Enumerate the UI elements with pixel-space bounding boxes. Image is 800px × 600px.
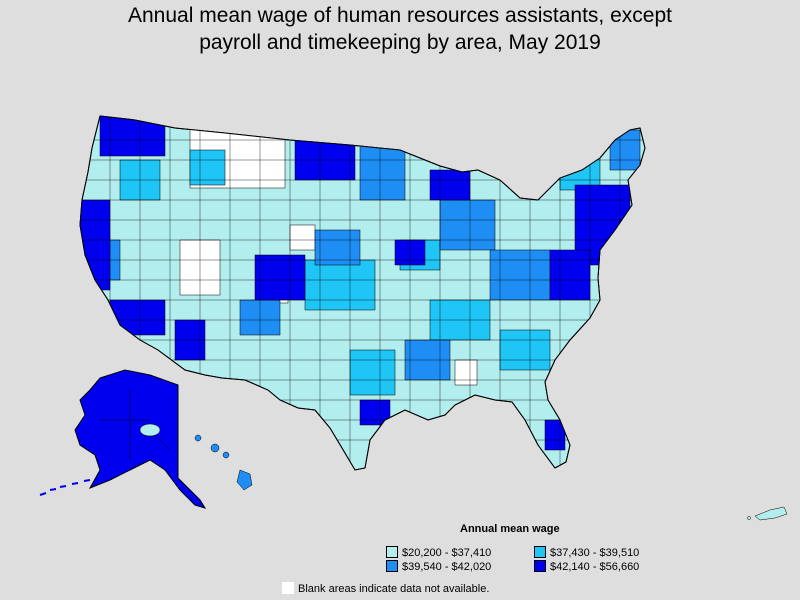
legend-item-3: $39,540 - $42,020 (386, 560, 491, 573)
region-mid-d (499, 329, 551, 371)
region-md-a (314, 229, 361, 266)
puerto-rico-shape (754, 506, 788, 521)
legend-swatch-1 (386, 546, 398, 558)
legend-title: Annual mean wage (460, 523, 560, 535)
region-blank-south (454, 359, 478, 386)
legend-swatch-2 (534, 546, 546, 558)
alaska-region-light (139, 423, 161, 437)
blank-areas-note: Blank areas indicate data not available. (282, 582, 489, 595)
region-md-c (439, 199, 496, 251)
legend-label-1: $20,200 - $37,410 (402, 547, 492, 559)
hawaii-island-big (236, 469, 253, 491)
hawaii-island-1 (194, 434, 202, 442)
legend-item-4: $42,140 - $56,660 (534, 560, 639, 573)
blank-swatch (282, 582, 294, 594)
blank-note-text: Blank areas indicate data not available. (298, 583, 490, 595)
hawaii (194, 434, 253, 491)
legend-label-2: $37,430 - $39,510 (550, 547, 640, 559)
region-dark-co (254, 254, 306, 301)
alaska (39, 369, 207, 509)
map-title-line-1: Annual mean wage of human resources assi… (128, 4, 672, 27)
region-dark-ca (80, 199, 111, 291)
legend-item-2: $37,430 - $39,510 (534, 546, 639, 559)
legend-item-1: $20,200 - $37,410 (386, 546, 491, 559)
region-dark-socal (109, 299, 166, 336)
legend-swatch-4 (534, 560, 546, 572)
region-dark-va (549, 249, 591, 301)
legend-swatch-3 (386, 560, 398, 572)
puerto-rico-islet (747, 516, 751, 520)
legend-label-4: $42,140 - $56,660 (550, 561, 640, 573)
region-dark-tx (359, 399, 391, 426)
region-md-f (609, 129, 641, 171)
region-dark-wa (99, 116, 166, 157)
legend-label-3: $39,540 - $42,020 (402, 561, 492, 573)
region-md-d (489, 249, 551, 301)
alaska-shape (74, 369, 207, 509)
hawaii-island-3 (222, 451, 230, 459)
region-mid-f (559, 149, 601, 191)
region-mid-e (349, 349, 396, 396)
map-title: Annual mean wage of human resources assi… (0, 2, 800, 56)
region-dark-mi (429, 169, 471, 201)
region-mid-a (304, 259, 376, 311)
region-md-b (359, 139, 406, 201)
hawaii-island-2 (210, 443, 220, 453)
aleutian-islands (39, 479, 91, 496)
puerto-rico (747, 506, 788, 521)
region-blank-nd (289, 224, 316, 251)
us-outline (79, 115, 646, 471)
map-title-line-2: payroll and timekeeping by area, May 201… (199, 31, 601, 54)
region-mid-b (189, 149, 226, 186)
